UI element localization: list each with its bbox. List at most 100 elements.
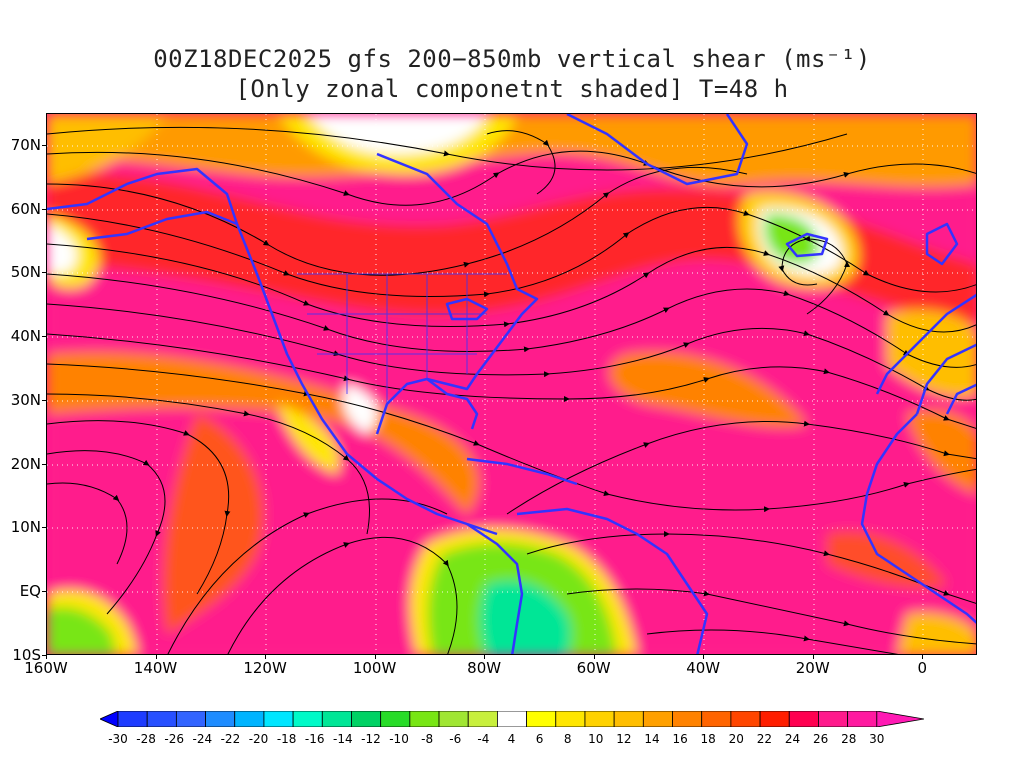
colorbar-tick-label: 4 xyxy=(507,732,516,746)
colorbar-tick-label: 14 xyxy=(644,732,660,746)
colorbar-max-triangle xyxy=(876,711,924,727)
colorbar-segment xyxy=(759,711,790,727)
colorbar-segment xyxy=(701,711,732,727)
colorbar-tick-label: -18 xyxy=(276,732,297,746)
longitude-tick xyxy=(265,655,267,659)
colorbar-segment xyxy=(175,711,206,727)
colorbar-tick-label: -20 xyxy=(248,732,269,746)
shear-map-canvas xyxy=(47,114,976,654)
longitude-label: 0 xyxy=(917,659,928,677)
colorbar-tick-label: 24 xyxy=(784,732,801,746)
colorbar-segment xyxy=(613,711,644,727)
colorbar-segment xyxy=(380,711,411,727)
colorbar-tick-label: 28 xyxy=(841,732,857,746)
colorbar-segment xyxy=(584,711,615,727)
latitude-label: 40N xyxy=(10,327,41,346)
colorbar-segment xyxy=(497,711,527,727)
colorbar-min-triangle xyxy=(100,711,119,727)
colorbar-segment xyxy=(438,711,469,727)
longitude-label: 80W xyxy=(467,659,502,677)
colorbar-tick-label: -28 xyxy=(136,732,156,746)
colorbar-segment xyxy=(730,711,761,727)
colorbar-segment xyxy=(467,711,498,727)
colorbar-segment xyxy=(642,711,673,727)
latitude-label: 30N xyxy=(10,390,41,409)
colorbar-segment xyxy=(847,711,878,727)
colorbar-tick-label: 22 xyxy=(756,732,773,746)
latitude-tick xyxy=(42,591,46,593)
colorbar-tick-label: 18 xyxy=(700,732,716,746)
colorbar-tick-label: 8 xyxy=(563,732,572,746)
coastlines xyxy=(47,114,976,654)
colorbar-segment xyxy=(526,711,557,727)
longitude-label: 160W xyxy=(24,659,68,677)
longitude-label: 20W xyxy=(795,659,830,677)
longitude-tick xyxy=(484,655,486,659)
colorbar-tick-label: 20 xyxy=(728,732,744,746)
colorbar-tick-label: -6 xyxy=(449,732,462,746)
colorbar-tick-label: -10 xyxy=(389,732,409,746)
colorbar-segment xyxy=(351,711,382,727)
colorbar-segment xyxy=(555,711,586,727)
colorbar-tick-label: 6 xyxy=(535,732,544,746)
colorbar-tick-label: -26 xyxy=(164,732,185,746)
longitude-label: 60W xyxy=(576,659,611,677)
colorbar-tick-label: -24 xyxy=(192,732,213,746)
title-line-2: [Only zonal componetnt shaded] T=48 h xyxy=(235,75,789,103)
latitude-tick xyxy=(42,527,46,529)
colorbar-tick-label: 16 xyxy=(672,732,688,746)
colorbar-segment xyxy=(234,711,265,727)
colorbar-tick-label: -14 xyxy=(333,732,353,746)
longitude-label: 140W xyxy=(133,659,178,677)
colorbar-tick-label: 30 xyxy=(869,732,885,746)
latitude-label: 70N xyxy=(10,135,41,154)
colorbar-tick-label: -22 xyxy=(220,732,241,746)
colorbar-segment xyxy=(409,711,440,727)
colorbar-segment xyxy=(263,711,294,727)
latitude-label: EQ xyxy=(19,582,41,601)
longitude-tick xyxy=(46,655,47,659)
colorbar-segment xyxy=(788,711,819,727)
longitude-tick xyxy=(703,655,705,659)
colorbar-segment xyxy=(672,711,703,727)
longitude-label: 40W xyxy=(686,659,721,677)
shading-field xyxy=(47,114,976,654)
longitude-tick xyxy=(593,655,595,659)
colorbar-segment xyxy=(205,711,236,727)
colorbar-tick-label: -4 xyxy=(477,732,490,746)
latitude-tick xyxy=(42,208,46,210)
colorbar-segment xyxy=(146,711,177,727)
latitude-tick xyxy=(42,399,46,401)
streamlines xyxy=(47,126,976,654)
longitude-tick xyxy=(374,655,376,659)
latitude-label: 10N xyxy=(10,518,41,537)
latitude-label: 20N xyxy=(10,454,41,473)
longitude-tick xyxy=(155,655,157,659)
longitude-label: 100W xyxy=(352,659,397,677)
latitude-tick xyxy=(42,272,46,274)
latitude-tick xyxy=(42,655,46,656)
latitude-label: 10S xyxy=(12,646,41,664)
shear-map xyxy=(46,113,977,655)
colorbar-tick-label: 26 xyxy=(812,732,829,746)
latitude-label: 50N xyxy=(10,263,41,282)
colorbar-segment xyxy=(321,711,352,727)
latitude-tick xyxy=(42,336,46,338)
latitude-tick xyxy=(42,463,46,465)
longitude-label: 120W xyxy=(243,659,287,677)
colorbar-segment xyxy=(818,711,849,727)
latitude-label: 60N xyxy=(10,199,41,218)
longitude-tick xyxy=(922,655,924,659)
colorbar-tick-label: 10 xyxy=(588,732,604,746)
colorbar-tick-label: -16 xyxy=(304,732,325,746)
colorbar-segment xyxy=(292,711,323,727)
colorbar xyxy=(100,711,924,727)
longitude-tick xyxy=(812,655,814,659)
colorbar-segment xyxy=(117,711,148,727)
title-line-1: 00Z18DEC2025 gfs 200−850mb vertical shea… xyxy=(153,45,871,73)
political-borders xyxy=(297,273,507,404)
colorbar-tick-label: 12 xyxy=(616,732,632,746)
colorbar-tick-label: -8 xyxy=(421,732,434,746)
colorbar-tick-label: -12 xyxy=(361,732,381,746)
chart-title: 00Z18DEC2025 gfs 200−850mb vertical shea… xyxy=(0,44,1024,104)
